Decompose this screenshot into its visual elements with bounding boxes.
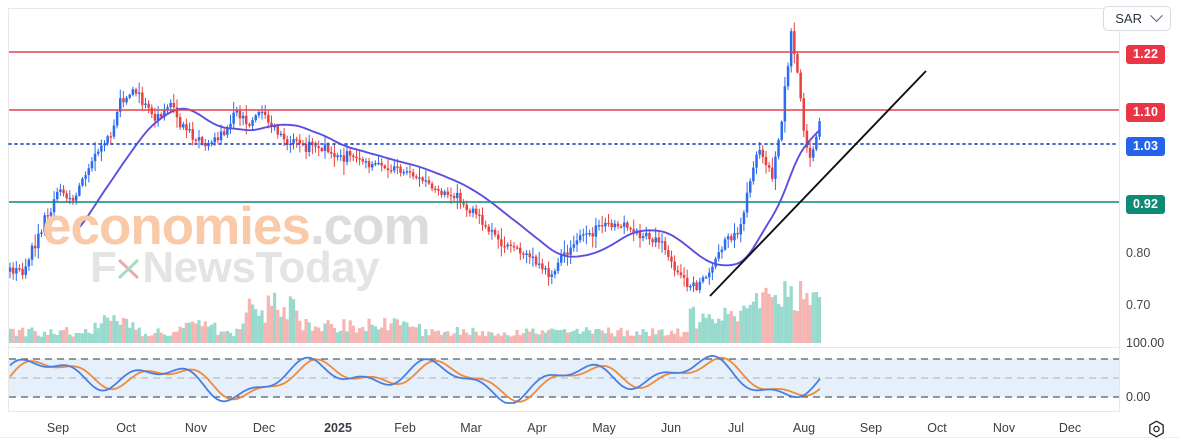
- x-axis-tick: Jul: [728, 421, 744, 435]
- currency-selector[interactable]: SAR: [1103, 6, 1171, 31]
- rsi-panel-divider: [8, 347, 1120, 348]
- settings-hexagon-icon[interactable]: [1146, 419, 1167, 440]
- price-badge-103[interactable]: 1.03: [1126, 137, 1166, 156]
- x-axis-tick: Mar: [460, 421, 482, 435]
- price-axis-label: 0.70: [1126, 298, 1151, 312]
- x-axis-tick: Nov: [184, 421, 208, 435]
- x-axis-tick: Oct: [927, 421, 947, 435]
- rsi-axis-label: 100.00: [1126, 336, 1165, 350]
- rsi-axis-label: 0.00: [1126, 390, 1151, 404]
- chart-plot-frame: [8, 8, 1120, 412]
- x-axis-tick: Nov: [992, 421, 1016, 435]
- x-axis-tick: 2025: [324, 421, 352, 435]
- price-badge-110[interactable]: 1.10: [1126, 103, 1166, 122]
- price-axis-label: 0.80: [1126, 246, 1151, 260]
- chevron-down-icon: [1150, 9, 1163, 23]
- x-axis-tick: Feb: [394, 421, 416, 435]
- x-axis-tick: Apr: [527, 421, 547, 435]
- x-axis-tick: Aug: [792, 421, 816, 435]
- x-axis-tick: Sep: [46, 421, 70, 435]
- currency-selector-value: SAR: [1115, 11, 1142, 26]
- price-badge-122[interactable]: 1.22: [1126, 45, 1166, 64]
- x-axis-tick: Dec: [1058, 421, 1082, 435]
- x-axis-tick: May: [592, 421, 616, 435]
- price-badge-092[interactable]: 0.92: [1126, 195, 1166, 214]
- x-axis-tick: Sep: [859, 421, 883, 435]
- x-axis-tick: Oct: [116, 421, 136, 435]
- x-axis-divider: [0, 437, 1179, 438]
- x-axis-tick: Jun: [660, 421, 682, 435]
- x-axis-tick: Dec: [252, 421, 276, 435]
